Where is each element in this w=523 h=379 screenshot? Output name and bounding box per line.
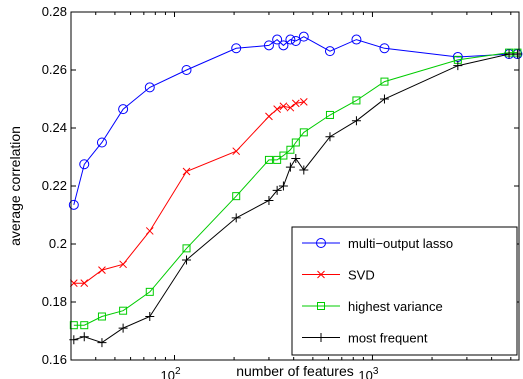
data-point (181, 65, 192, 75)
plot-series (68, 31, 523, 348)
data-point (291, 138, 300, 147)
data-point (232, 192, 241, 201)
data-point (324, 46, 335, 57)
data-point (298, 31, 309, 42)
data-point (265, 112, 273, 121)
data-point (352, 96, 361, 105)
legend-box (291, 226, 518, 356)
data-point (96, 137, 107, 148)
data-point (273, 105, 281, 114)
data-point (316, 238, 326, 248)
y-tick-label: 0.16 (42, 352, 67, 367)
data-point (299, 98, 308, 106)
data-point (317, 302, 325, 310)
data-point (299, 128, 308, 137)
data-point (119, 306, 128, 315)
data-point (279, 102, 288, 111)
data-point (351, 116, 361, 126)
y-tick-label: 0.24 (42, 120, 67, 135)
data-point (80, 279, 89, 288)
data-point (264, 196, 274, 205)
y-axis: 0.16 0.18 0.2 0.22 0.24 0.26 0.28 (42, 4, 519, 367)
data-point (79, 332, 89, 342)
y-tick-label: 0.2 (49, 236, 67, 251)
data-point (97, 312, 106, 321)
data-point (512, 49, 522, 59)
data-point (232, 147, 241, 156)
data-point (453, 61, 463, 71)
y-tick-label: 0.18 (42, 294, 67, 309)
data-point (272, 185, 282, 195)
data-point (145, 312, 155, 321)
data-point (279, 151, 288, 160)
data-point (291, 99, 300, 108)
series-line (73, 101, 304, 284)
y-tick-label: 0.28 (42, 4, 67, 19)
data-point (97, 338, 107, 348)
data-point (380, 77, 389, 86)
x-tick-label: 102 (160, 366, 180, 379)
data-point (182, 255, 192, 265)
data-point (299, 165, 309, 175)
legend-entry: multi−output lasso (302, 236, 453, 251)
series-line (73, 52, 518, 326)
data-point (278, 181, 288, 191)
data-point (286, 145, 295, 154)
data-point (264, 155, 273, 164)
data-point (145, 227, 154, 235)
data-point (68, 199, 79, 210)
legend-label: multi−output lasso (348, 236, 453, 251)
y-tick-label: 0.22 (42, 178, 67, 193)
legend-entry: most frequent (302, 331, 428, 346)
data-point (80, 321, 89, 330)
data-point (290, 36, 301, 46)
data-point (316, 333, 326, 342)
series (69, 49, 522, 348)
data-point (231, 213, 241, 223)
series-line (73, 36, 518, 206)
data-point (504, 49, 514, 59)
data-point (285, 162, 295, 172)
data-point (286, 103, 295, 112)
x-axis: 102 103 (95, 12, 512, 379)
data-point (118, 323, 128, 333)
y-tick-label: 0.26 (42, 62, 67, 77)
data-point (272, 34, 283, 45)
data-point (182, 167, 191, 176)
legend-label: most frequent (348, 331, 428, 346)
data-point (273, 155, 282, 164)
data-point (182, 244, 191, 253)
data-point (98, 266, 106, 274)
legend-label: highest variance (348, 299, 443, 314)
data-point (325, 110, 334, 119)
legend-entry: SVD (302, 268, 375, 283)
data-point (118, 104, 129, 115)
legend-entry: highest variance (302, 299, 443, 314)
data-point (325, 132, 335, 142)
series (69, 98, 308, 288)
data-point (231, 43, 242, 54)
legend: multi−output lasso SVD highest variance mos… (291, 226, 518, 356)
data-point (317, 270, 325, 279)
data-point (119, 260, 127, 269)
data-point (278, 40, 289, 51)
data-point (263, 40, 274, 51)
data-point (291, 153, 301, 163)
data-point (351, 34, 362, 45)
data-point (144, 82, 155, 93)
data-point (145, 287, 154, 296)
x-axis-label: number of features (236, 363, 354, 379)
data-point (285, 34, 296, 45)
x-tick-label: 103 (358, 366, 378, 379)
legend-label: SVD (348, 268, 375, 283)
data-point (69, 321, 78, 330)
data-point (79, 159, 90, 170)
y-axis-label: average correlation (7, 126, 23, 246)
data-point (379, 94, 389, 104)
data-point (379, 43, 390, 54)
